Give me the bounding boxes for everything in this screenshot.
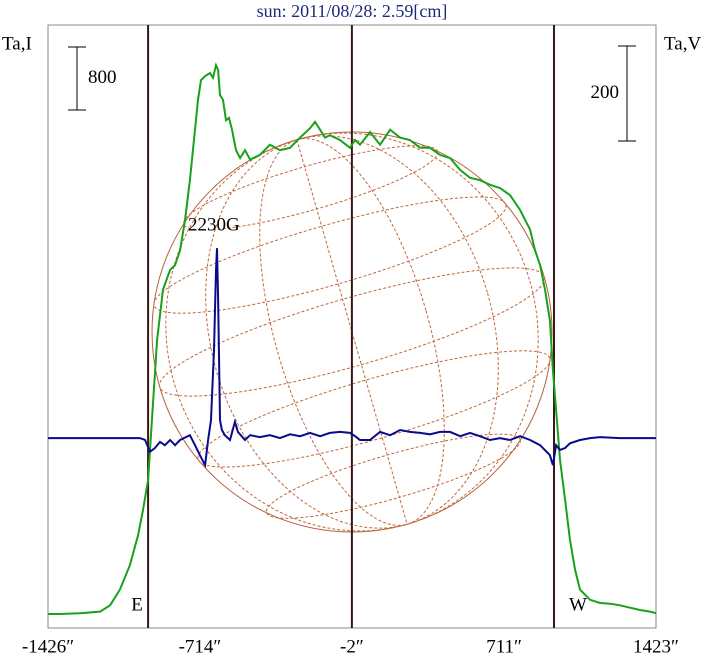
parallel xyxy=(153,196,507,314)
scale-bar-label: 800 xyxy=(88,67,117,88)
x-tick-label: -1426″ xyxy=(22,636,74,657)
data-line xyxy=(48,248,656,469)
scale-bar-label: 200 xyxy=(591,82,620,103)
meridian xyxy=(259,138,445,526)
x-tick-label: 711″ xyxy=(486,636,522,657)
parallel xyxy=(159,267,545,397)
x-tick-label: -2″ xyxy=(340,636,364,657)
x-tick-label: -714″ xyxy=(179,636,222,657)
parallel xyxy=(183,145,439,231)
y-axis-label: Ta,I xyxy=(2,33,32,54)
annotation: 2230G xyxy=(188,214,240,235)
y2-axis-label: Ta,V xyxy=(664,33,701,54)
chart-title: sun: 2011/08/28: 2.59[cm] xyxy=(257,1,448,21)
meridian xyxy=(205,135,499,529)
data-line xyxy=(48,62,657,615)
x-tick-label: 1423″ xyxy=(633,636,679,657)
parallel xyxy=(265,433,521,519)
marker-label: E xyxy=(131,594,143,615)
marker-label: W xyxy=(569,594,587,615)
